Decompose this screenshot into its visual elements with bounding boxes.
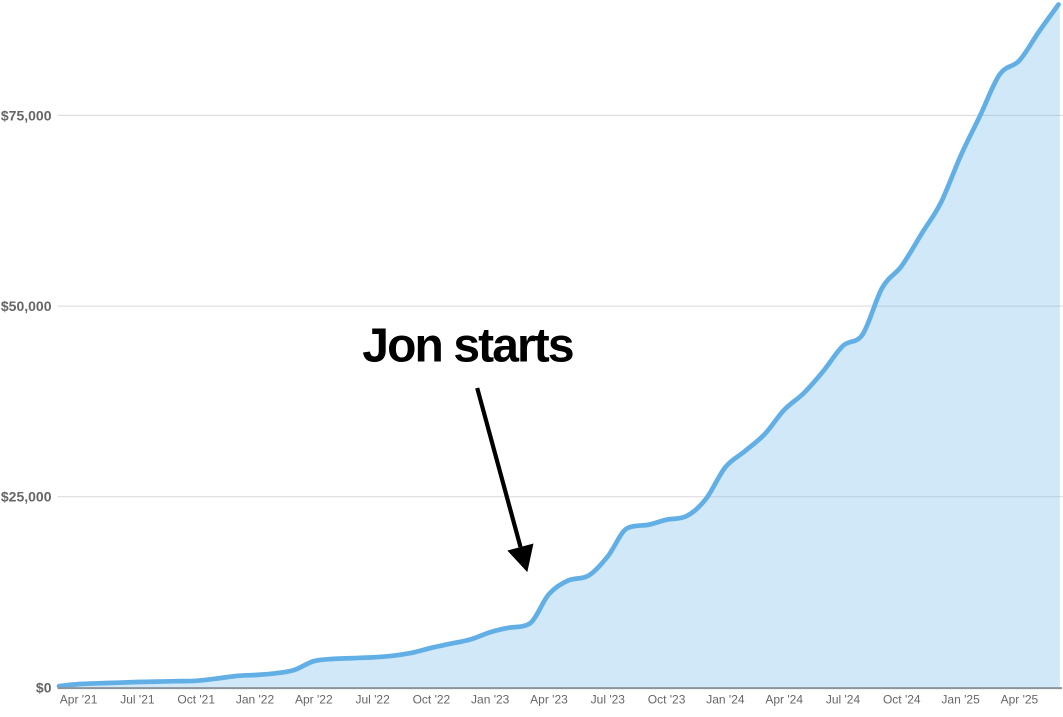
- svg-text:Jon starts: Jon starts: [362, 320, 573, 373]
- svg-text:Apr '23: Apr '23: [530, 692, 568, 706]
- svg-text:$0: $0: [36, 679, 52, 695]
- svg-text:Jul '22: Jul '22: [355, 692, 390, 706]
- svg-text:Jan '23: Jan '23: [471, 692, 510, 706]
- svg-text:$75,000: $75,000: [1, 107, 52, 123]
- svg-text:Jan '22: Jan '22: [236, 692, 275, 706]
- svg-text:$25,000: $25,000: [1, 489, 52, 505]
- svg-text:Apr '25: Apr '25: [1001, 692, 1039, 706]
- svg-text:Oct '22: Oct '22: [413, 692, 451, 706]
- svg-text:Jan '25: Jan '25: [941, 692, 980, 706]
- svg-text:Apr '21: Apr '21: [60, 692, 98, 706]
- svg-text:Jul '24: Jul '24: [826, 692, 861, 706]
- svg-text:Apr '22: Apr '22: [295, 692, 333, 706]
- svg-text:Oct '24: Oct '24: [883, 692, 921, 706]
- svg-text:Jul '21: Jul '21: [120, 692, 155, 706]
- svg-text:Oct '23: Oct '23: [648, 692, 686, 706]
- svg-text:Jan '24: Jan '24: [706, 692, 745, 706]
- svg-text:$50,000: $50,000: [1, 298, 52, 314]
- svg-text:Oct '21: Oct '21: [177, 692, 215, 706]
- svg-text:Apr '24: Apr '24: [765, 692, 803, 706]
- svg-text:Jul '23: Jul '23: [591, 692, 626, 706]
